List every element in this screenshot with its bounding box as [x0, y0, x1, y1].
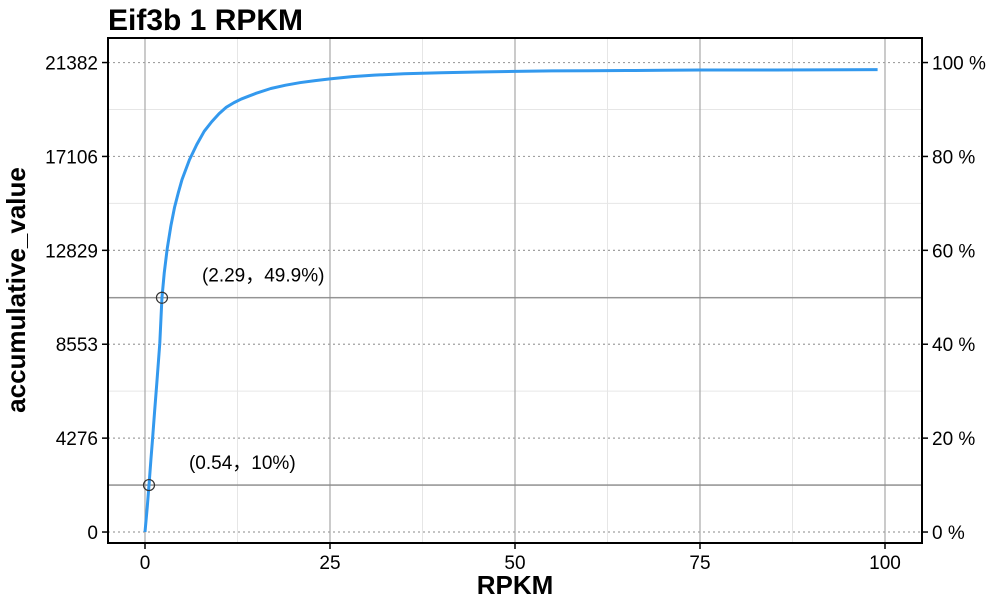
y-axis-title: accumulative_value [1, 167, 31, 413]
series [143, 68, 878, 533]
series-line [143, 68, 878, 533]
chart-title: Eif3b 1 RPKM [108, 4, 303, 37]
annotation-label: (2.29，49.9%) [202, 266, 325, 287]
annotation-marker [142, 478, 156, 492]
x-tick-label: 100 [869, 553, 901, 574]
y-tick-label: 21382 [45, 54, 98, 75]
y-axis-ticks: 0 4276 8553 12829 17106 21382 [45, 54, 108, 544]
y2-tick-label: 40 % [932, 335, 975, 356]
y-tick-label: 0 [87, 523, 98, 544]
y-tick-label: 4276 [56, 429, 98, 450]
x-tick-label: 25 [319, 553, 340, 574]
x-tick-label: 75 [689, 553, 710, 574]
x-axis-ticks: 0 25 50 75 100 [140, 543, 901, 574]
annotation-label: (0.54，10%) [189, 453, 296, 474]
y-tick-label: 8553 [56, 335, 98, 356]
x-tick-label: 50 [504, 553, 525, 574]
y2-tick-label: 20 % [932, 429, 975, 450]
y2-tick-label: 80 % [932, 147, 975, 168]
annotation-markers: (0.54，10%) (2.29，49.9%) [142, 266, 325, 492]
y2-axis-ticks: 0 % 20 % 40 % 60 % 80 % 100 % [922, 54, 986, 544]
x-axis-title: RPKM [477, 570, 554, 600]
annotation-marker [155, 291, 169, 304]
grid [108, 38, 922, 543]
reference-lines [108, 297, 922, 486]
y2-tick-label: 0 % [932, 523, 965, 544]
y2-tick-label: 100 % [932, 54, 986, 75]
y2-tick-label: 60 % [932, 241, 975, 262]
x-tick-label: 0 [140, 553, 151, 574]
y-tick-label: 17106 [45, 147, 98, 168]
y-tick-label: 12829 [45, 241, 98, 262]
